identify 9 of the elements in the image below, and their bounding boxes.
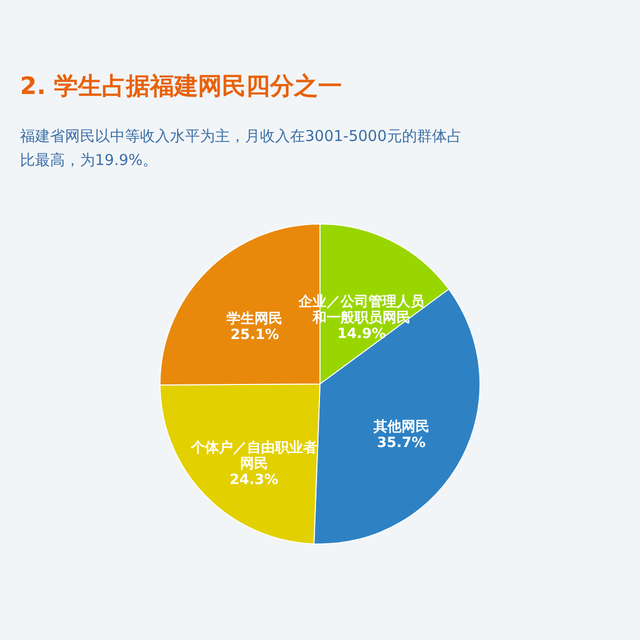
chart-title: 2. 学生占据福建网民四分之一 [20, 72, 342, 100]
slice-label: 学生网民 [226, 311, 283, 328]
data-label: 24.3% [230, 472, 278, 488]
chart-subtitle: 福建省网民以中等收入水平为主，月收入在3001-5000元的群体占比最高，为19.9%。 [20, 127, 462, 169]
data-label: 14.9% [337, 326, 386, 342]
data-label: 25.1% [230, 327, 280, 344]
slice-label: 个体户／自由职业者网民 [190, 439, 317, 472]
slice-label: 其他网民 [372, 419, 430, 436]
data-label: 35.7% [377, 435, 426, 452]
